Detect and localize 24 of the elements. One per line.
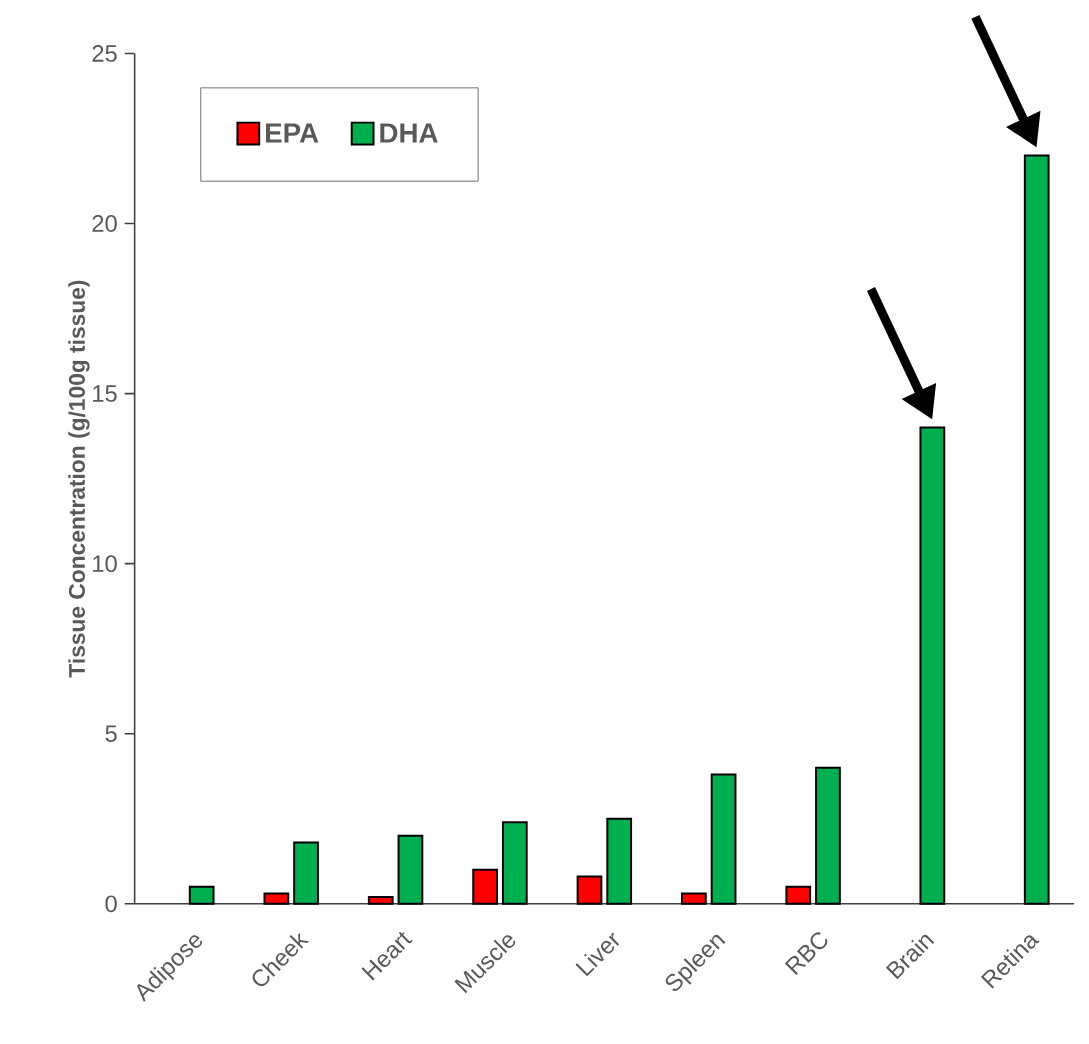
bar — [472, 868, 498, 905]
bar — [576, 875, 603, 905]
bar — [397, 834, 424, 905]
bar — [606, 817, 633, 905]
bar — [815, 766, 841, 905]
bar — [1023, 154, 1050, 905]
y-tick-label: 5 — [105, 725, 117, 742]
bar — [293, 841, 319, 905]
y-tick-label: 10 — [93, 555, 117, 572]
legend-label: DHA — [380, 123, 438, 143]
y-tick-label: 0 — [105, 895, 117, 913]
y-axis-title: Tissue Concentration (g/100g tissue) — [68, 280, 90, 678]
y-tick-label: 20 — [92, 214, 117, 232]
bar — [710, 773, 737, 905]
bar — [681, 892, 707, 905]
legend-label: EPA — [266, 123, 319, 143]
y-tick-label: 15 — [93, 385, 117, 402]
bar — [263, 892, 290, 905]
bar — [919, 426, 946, 905]
bar — [188, 885, 215, 905]
y-tick-label: 25 — [92, 44, 117, 62]
bar — [367, 895, 394, 905]
bar — [785, 885, 812, 905]
bar — [501, 821, 528, 905]
